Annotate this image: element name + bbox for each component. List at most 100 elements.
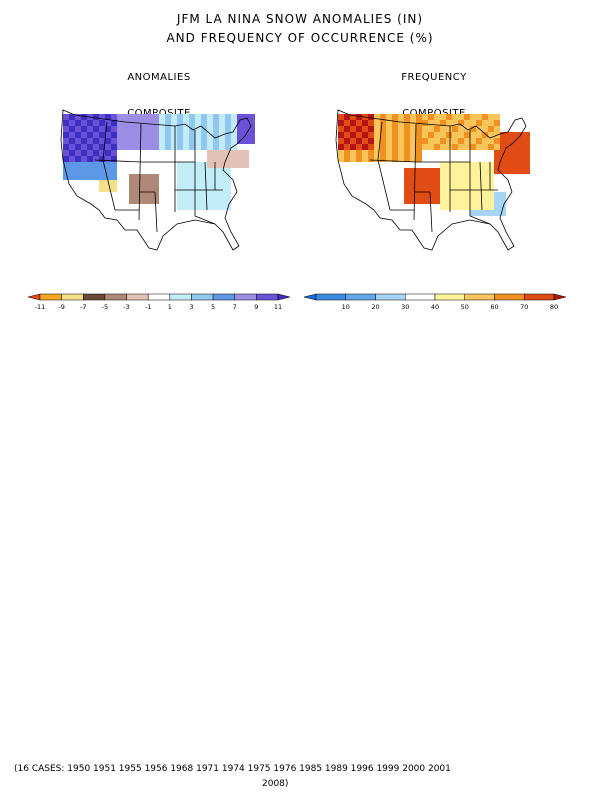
shade-cell: [404, 150, 410, 156]
shade-cell: [434, 186, 440, 192]
shade-cell: [422, 198, 428, 204]
shade-cell: [464, 162, 470, 168]
shade-cell: [476, 186, 482, 192]
shade-cell: [506, 144, 512, 150]
shade-cell: [506, 150, 512, 156]
shade-cell: [482, 180, 488, 186]
shade-cell: [440, 162, 446, 168]
shade-cell: [524, 138, 530, 144]
shade-cell: [213, 114, 219, 120]
shade-cell: [105, 180, 111, 186]
shade-cell: [99, 150, 105, 156]
anomalies-colorbar-arrow-right: [277, 293, 290, 301]
frequency-colorbar-swatch: [524, 293, 555, 301]
anomalies-colorbar-swatch: [191, 293, 214, 301]
shade-cell: [81, 114, 87, 120]
frequency-colorbar-tick-label: 30: [401, 303, 409, 311]
shade-cell: [440, 138, 446, 144]
frequency-colorbar-arrow-left: [304, 293, 317, 301]
shade-cell: [75, 168, 81, 174]
shade-cell: [117, 132, 123, 138]
shade-cell: [422, 138, 428, 144]
shade-cell: [476, 132, 482, 138]
shade-cell: [398, 126, 404, 132]
shade-cell: [225, 120, 231, 126]
shade-cell: [207, 138, 213, 144]
frequency-colorbar-swatch: [315, 293, 346, 301]
shade-cell: [81, 126, 87, 132]
shade-cell: [237, 132, 243, 138]
shade-cell: [452, 132, 458, 138]
shade-cell: [494, 156, 500, 162]
shade-cell: [165, 144, 171, 150]
anomalies-colorbar: -11 -9 -7 -5 -3 -1 1 3 5 7 9 11: [28, 293, 290, 311]
frequency-colorbar-arrow-right: [553, 293, 566, 301]
shade-cell: [386, 150, 392, 156]
frequency-colorbar-swatch: [375, 293, 406, 301]
shade-cell: [99, 174, 105, 180]
shade-cell: [482, 114, 488, 120]
shade-cell: [368, 120, 374, 126]
shade-cell: [428, 174, 434, 180]
shade-cell: [476, 210, 482, 216]
shade-cell: [488, 198, 494, 204]
shade-cell: [458, 138, 464, 144]
shade-cell: [464, 120, 470, 126]
shade-cell: [177, 144, 183, 150]
shade-cell: [344, 126, 350, 132]
shade-cell: [69, 132, 75, 138]
shade-cell: [87, 144, 93, 150]
shade-cell: [464, 114, 470, 120]
shade-cell: [518, 162, 524, 168]
shade-cell: [494, 114, 500, 120]
shade-cell: [93, 162, 99, 168]
shade-cell: [482, 168, 488, 174]
shade-cell: [225, 156, 231, 162]
shade-cell: [446, 114, 452, 120]
shade-cell: [207, 174, 213, 180]
shade-cell: [440, 132, 446, 138]
shade-cell: [386, 144, 392, 150]
shade-cell: [195, 198, 201, 204]
shade-cell: [195, 192, 201, 198]
shade-cell: [189, 204, 195, 210]
shade-cell: [63, 144, 69, 150]
shade-cell: [249, 114, 255, 120]
shade-cell: [225, 132, 231, 138]
shade-cell: [69, 150, 75, 156]
shade-cell: [219, 186, 225, 192]
shade-cell: [81, 156, 87, 162]
shade-cell: [141, 198, 147, 204]
shade-cell: [93, 138, 99, 144]
shade-cell: [105, 168, 111, 174]
shade-cell: [117, 120, 123, 126]
shade-cell: [99, 168, 105, 174]
shade-cell: [141, 192, 147, 198]
shade-cell: [147, 120, 153, 126]
shade-cell: [488, 168, 494, 174]
shade-cell: [434, 168, 440, 174]
shade-cell: [410, 168, 416, 174]
shade-cell: [75, 138, 81, 144]
shade-cell: [123, 138, 129, 144]
shade-cell: [380, 120, 386, 126]
shade-cell: [404, 186, 410, 192]
shade-cell: [434, 126, 440, 132]
shade-cell: [87, 120, 93, 126]
shade-cell: [105, 138, 111, 144]
shade-cell: [446, 138, 452, 144]
shade-cell: [189, 192, 195, 198]
shade-cell: [189, 180, 195, 186]
shade-cell: [404, 168, 410, 174]
shade-cell: [488, 138, 494, 144]
shade-cell: [153, 186, 159, 192]
shade-cell: [189, 174, 195, 180]
shade-cell: [416, 156, 422, 162]
shade-cell: [470, 132, 476, 138]
shade-cell: [488, 126, 494, 132]
shade-cell: [249, 120, 255, 126]
shade-cell: [177, 162, 183, 168]
shade-cell: [452, 138, 458, 144]
shade-cell: [87, 150, 93, 156]
shade-cell: [147, 192, 153, 198]
